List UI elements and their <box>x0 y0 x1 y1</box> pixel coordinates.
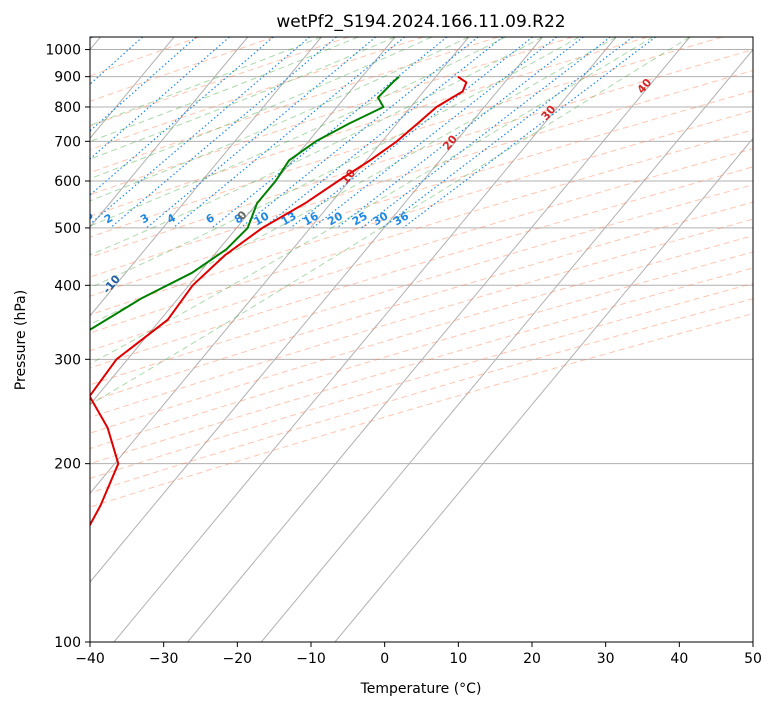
dry-adiabat <box>90 251 753 450</box>
dry-adiabat <box>90 235 753 434</box>
y-tick-label: 400 <box>54 278 81 294</box>
isotherm-gridline <box>187 37 691 642</box>
moist-adiabat <box>90 37 691 406</box>
mixing-ratio-line <box>109 37 337 229</box>
dry-adiabat <box>90 201 753 402</box>
dry-adiabat <box>90 37 648 217</box>
mixing-ratio-line <box>381 37 634 229</box>
x-tick-label: 50 <box>744 651 762 667</box>
axes: −40 −30 −20 −10 0 10 20 30 40 50 100 200 300 400 500 60… <box>45 36 762 667</box>
isotherm-gridline <box>90 37 543 583</box>
y-tick-label: 100 <box>54 635 81 651</box>
isotherm-gridline <box>90 37 396 406</box>
dry-adiabat <box>90 37 424 151</box>
y-tick-label: 1000 <box>45 43 81 59</box>
moist-adiabat <box>90 37 433 180</box>
dry-adiabat <box>90 282 753 479</box>
moist-adiabat <box>90 37 470 202</box>
temperature-profile-line <box>90 75 468 527</box>
chart-title: wetPf2_S194.2024.166.11.09.R22 <box>276 12 565 32</box>
mixing-ratio-line <box>211 37 448 229</box>
x-tick-label: 20 <box>523 651 541 667</box>
moist-adiabat <box>90 37 543 256</box>
x-tick-label: −40 <box>75 651 105 667</box>
dry-adiabat <box>90 166 753 369</box>
y-tick-label: 600 <box>54 174 81 190</box>
y-tick-label: 200 <box>54 457 81 473</box>
dry-adiabat <box>90 69 753 278</box>
isotherm-gridline <box>90 37 249 228</box>
moist-adiabat <box>90 37 580 289</box>
isotherm-gridline <box>90 37 470 495</box>
dry-adiabat <box>90 184 753 386</box>
y-axis-label: Pressure (hPa) <box>13 290 29 390</box>
mixing-ratio-line <box>90 37 197 132</box>
mixing-ratio-line <box>262 37 504 229</box>
x-tick-label: 10 <box>449 651 467 667</box>
mixing-ratio-line <box>90 37 274 196</box>
plot-frame <box>89 36 754 643</box>
isotherm-gridline <box>260 48 753 642</box>
mixing-ratio-line <box>361 37 611 229</box>
mixing-ratio-line <box>402 37 656 229</box>
y-tick-label: 500 <box>54 221 81 237</box>
moist-adiabat <box>90 37 617 325</box>
x-tick-label: −30 <box>149 651 179 667</box>
x-tick-label: −20 <box>223 651 253 667</box>
isotherm-gridline <box>334 137 753 642</box>
isotherm-gridline <box>90 37 322 317</box>
mixing-ratio-label: 1.5 <box>72 208 95 229</box>
x-axis-label: Temperature (°C) <box>360 681 482 697</box>
mixing-ratio-line <box>90 37 311 225</box>
dry-adiabat <box>90 37 723 238</box>
dry-adiabat <box>90 49 753 258</box>
dry-adiabat <box>90 90 753 297</box>
mixing-ratio-line <box>146 37 377 229</box>
mixing-ratio-line <box>90 37 230 160</box>
moist-adiabat <box>90 37 506 227</box>
mixing-ratio-line <box>290 37 533 229</box>
y-tick-label: 700 <box>54 134 81 150</box>
isotherm-gridline <box>113 37 617 642</box>
x-tick-label: 40 <box>670 651 688 667</box>
mixing-ratio-line <box>240 37 479 229</box>
moist-adiabat <box>90 37 359 143</box>
moist-adiabat <box>90 37 322 126</box>
x-tick-label: 0 <box>380 651 389 667</box>
x-tick-label: −10 <box>296 651 326 667</box>
dry-adiabat <box>90 37 573 196</box>
y-tick-label: 900 <box>54 70 81 86</box>
y-tick-label: 300 <box>54 352 81 368</box>
x-tick-label: 30 <box>597 651 615 667</box>
dewpoint-profile-line <box>90 75 400 331</box>
dry-adiabat <box>90 313 753 508</box>
y-tick-label: 800 <box>54 100 81 116</box>
plot-area: 0.10.20.40.611.52346810131620253036-100-… <box>72 37 753 642</box>
